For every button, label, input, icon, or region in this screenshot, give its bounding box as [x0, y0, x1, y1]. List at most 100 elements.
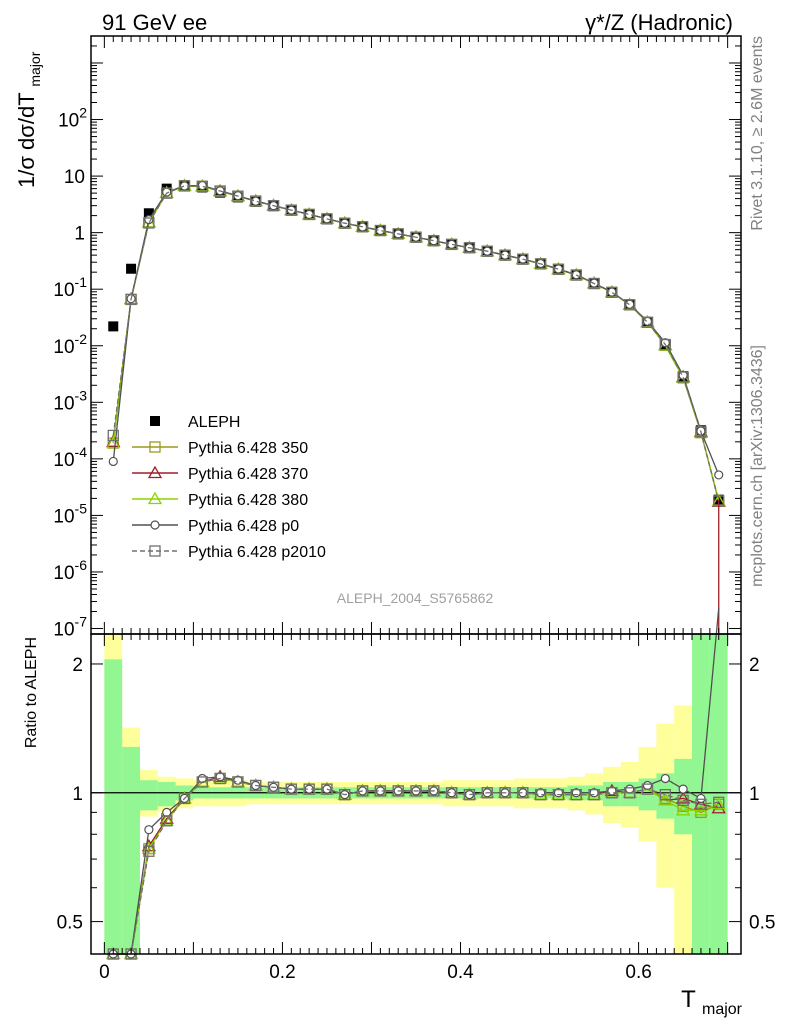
- ratio-data-point: [374, 785, 387, 797]
- main-ylabel-subscript: major: [27, 51, 43, 86]
- ratio-data-point: [143, 845, 155, 857]
- main-data-point: [196, 180, 208, 192]
- main-data-point: [107, 429, 119, 442]
- main-data-point: [571, 270, 581, 280]
- main-data-point: [304, 209, 314, 220]
- main-data-point: [267, 200, 280, 212]
- header-left: 91 GeV ee: [102, 10, 207, 35]
- ratio-data-point: [588, 789, 600, 801]
- legend-label: ALEPH: [188, 414, 240, 431]
- main-series: [108, 180, 724, 480]
- ratio-data-point: [642, 780, 653, 791]
- ratio-y-tick-label-right: 1: [749, 784, 760, 805]
- main-data-point: [143, 208, 154, 219]
- ratio-data-point: [676, 803, 691, 816]
- main-ylabel-text: 1/σ dσ/dT: [14, 93, 39, 188]
- main-series-group: [106, 178, 726, 634]
- ratio-data-point: [481, 787, 493, 799]
- ratio-data-point: [535, 789, 547, 801]
- main-y-tick-label-exponent: -1: [75, 274, 88, 290]
- main-y-tick-label-exponent: -7: [75, 614, 88, 630]
- main-y-tick-label: 10-7: [53, 614, 87, 641]
- ratio-series-group: [91, 608, 741, 960]
- legend-marker: [149, 441, 161, 453]
- ratio-data-point: [695, 798, 707, 810]
- band-inner: [104, 659, 123, 954]
- ratio-data-point: [606, 787, 618, 799]
- ratio-data-point: [250, 779, 262, 792]
- ratio-x-tick-label: 0: [99, 962, 110, 983]
- main-y-tick-label-exponent: -3: [75, 387, 88, 403]
- main-data-point: [410, 231, 422, 243]
- legend-label: Pythia 6.428 380: [188, 492, 308, 509]
- main-y-tick-label-exponent: -5: [75, 500, 88, 516]
- ratio-data-point: [392, 785, 404, 797]
- ratio-data-point: [552, 789, 565, 801]
- main-data-point: [499, 249, 511, 261]
- ratio-series: [107, 772, 725, 960]
- ratio-y-tick-label-right: 0.5: [749, 913, 775, 934]
- main-data-point: [659, 338, 671, 351]
- main-series: [107, 180, 725, 507]
- ratio-data-point: [713, 796, 725, 808]
- ratio-data-point: [144, 825, 154, 835]
- ratio-y-tick-label: 0.5: [57, 913, 83, 934]
- main-y-tick-label: 10: [64, 167, 85, 188]
- main-y-tick-label-base: 10: [53, 506, 74, 527]
- main-data-point: [143, 217, 155, 229]
- main-data-point: [161, 187, 173, 199]
- main-y-tick-label-base: 10: [53, 393, 74, 414]
- ratio-x-tick-label: 0.2: [269, 962, 295, 983]
- main-data-point: [214, 185, 226, 197]
- main-data-point: [695, 426, 707, 438]
- main-y-tick-label: 10-3: [53, 387, 87, 414]
- ratio-data-point: [660, 773, 670, 784]
- ratio-data-point: [517, 787, 529, 799]
- main-data-point: [429, 236, 439, 246]
- ratio-ylabel: Ratio to ALEPH: [23, 637, 40, 748]
- legend-marker: [149, 545, 161, 557]
- main-y-tick-label-exponent: -2: [75, 331, 88, 347]
- ratio-data-point: [676, 791, 691, 804]
- legend-marker: [150, 416, 160, 426]
- legend-label: Pythia 6.428 p2010: [188, 544, 326, 561]
- side-label-top: Rivet 3.1.10, ≥ 2.6M events: [749, 36, 766, 231]
- header-right: γ*/Z (Hadronic): [585, 10, 733, 35]
- main-data-point: [321, 213, 333, 225]
- main-data-point: [553, 264, 564, 274]
- main-data-point: [500, 250, 510, 260]
- main-data-point: [624, 299, 636, 311]
- ratio-data-point: [410, 785, 422, 797]
- main-y-tick-label-base: 10: [53, 450, 74, 471]
- main-y-tick-label-base: 10: [53, 280, 74, 301]
- ratio-xlabel-text: T: [681, 986, 696, 1013]
- ratio-data-point: [659, 789, 671, 801]
- ratio-xlabel: T major: [681, 986, 743, 1018]
- analysis-id: ALEPH_2004_S5765862: [337, 590, 494, 606]
- ratio-data-point: [339, 789, 351, 801]
- main-data-point: [428, 235, 440, 247]
- legend-marker: [147, 465, 163, 479]
- main-y-tick-label: 10-1: [53, 274, 87, 301]
- ratio-y-tick-label: 2: [72, 655, 83, 676]
- main-y-tick-label: 1: [74, 224, 85, 245]
- legend-label: Pythia 6.428 350: [188, 440, 308, 457]
- ratio-series-line: [113, 777, 719, 955]
- ratio-data-point: [696, 793, 706, 804]
- main-data-point: [108, 456, 118, 467]
- ratio-xlabel-subscript: major: [702, 1001, 743, 1018]
- ratio-data-point: [445, 787, 458, 799]
- ratio-data-point: [499, 787, 511, 799]
- main-data-point: [642, 316, 653, 326]
- main-y-tick-label-base: 10: [53, 337, 74, 358]
- main-series-line: [112, 185, 720, 502]
- main-data-point: [356, 221, 369, 233]
- legend-label: Pythia 6.428 p0: [188, 518, 299, 535]
- main-y-tick-label-exponent: -4: [75, 444, 88, 460]
- legend: ALEPH Pythia 6.428 350 Pythia 6.428 370 Pyt…: [132, 414, 326, 561]
- legend-marker: [147, 491, 163, 505]
- main-y-tick-label: 10-6: [53, 557, 87, 584]
- main-data-point: [374, 224, 387, 237]
- main-y-tick-label: 102: [58, 105, 87, 132]
